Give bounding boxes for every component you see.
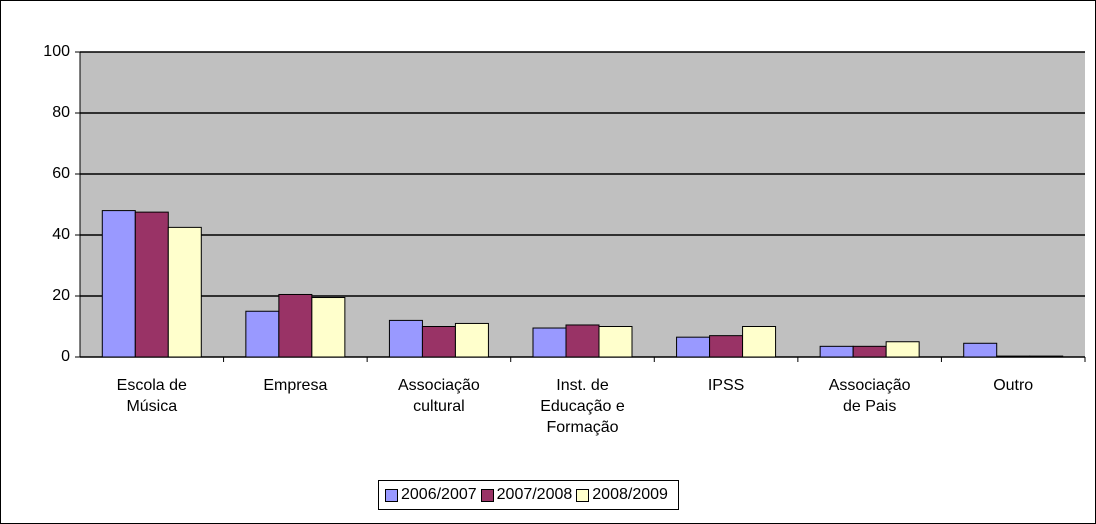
- bar: [245, 310, 280, 358]
- plot-area: [80, 52, 1085, 357]
- x-tick-label: Escola de Música: [116, 377, 187, 415]
- bar: [598, 326, 633, 358]
- y-tick-label: 40: [52, 226, 70, 243]
- bar: [278, 293, 313, 358]
- x-tick-label: Outro: [993, 377, 1034, 394]
- legend-item: 2006/2007: [385, 486, 477, 504]
- bar: [963, 342, 998, 358]
- bar: [532, 327, 567, 358]
- bar: [709, 335, 744, 358]
- legend-label: 2007/2008: [496, 486, 573, 503]
- legend-item: 2008/2009: [576, 486, 668, 504]
- legend-item: 2007/2008: [480, 486, 573, 504]
- y-tick-label: 0: [61, 348, 70, 365]
- legend: 2006/2007 2007/2008 2008/2009: [378, 480, 679, 510]
- y-tick-label: 100: [43, 43, 70, 60]
- bar: [134, 211, 169, 358]
- x-tick-label: IPSS: [707, 377, 745, 394]
- bar: [676, 336, 711, 358]
- bar: [101, 210, 136, 358]
- bar: [421, 326, 456, 358]
- y-tick-label: 80: [52, 104, 70, 121]
- legend-label: 2006/2007: [401, 486, 477, 503]
- y-tick-label: 20: [52, 287, 70, 304]
- legend-swatch: [576, 488, 590, 502]
- bar: [742, 326, 777, 358]
- bar: [819, 345, 854, 358]
- legend-swatch: [385, 488, 398, 502]
- bar: [167, 226, 202, 358]
- x-tick-label: Empresa: [263, 377, 328, 394]
- x-tick-label: Inst. de Educação e Formação: [540, 377, 625, 436]
- bar: [852, 345, 887, 358]
- x-tick-label: Associação de Pais: [828, 377, 911, 415]
- bar: [311, 297, 346, 358]
- bar: [885, 341, 920, 358]
- bar: [565, 324, 600, 358]
- y-tick-label: 60: [52, 165, 70, 182]
- x-tick-label: Associação cultural: [398, 377, 480, 415]
- legend-swatch: [480, 488, 494, 502]
- bar: [454, 322, 489, 358]
- legend-label: 2008/2009: [592, 486, 668, 503]
- bar: [388, 319, 423, 358]
